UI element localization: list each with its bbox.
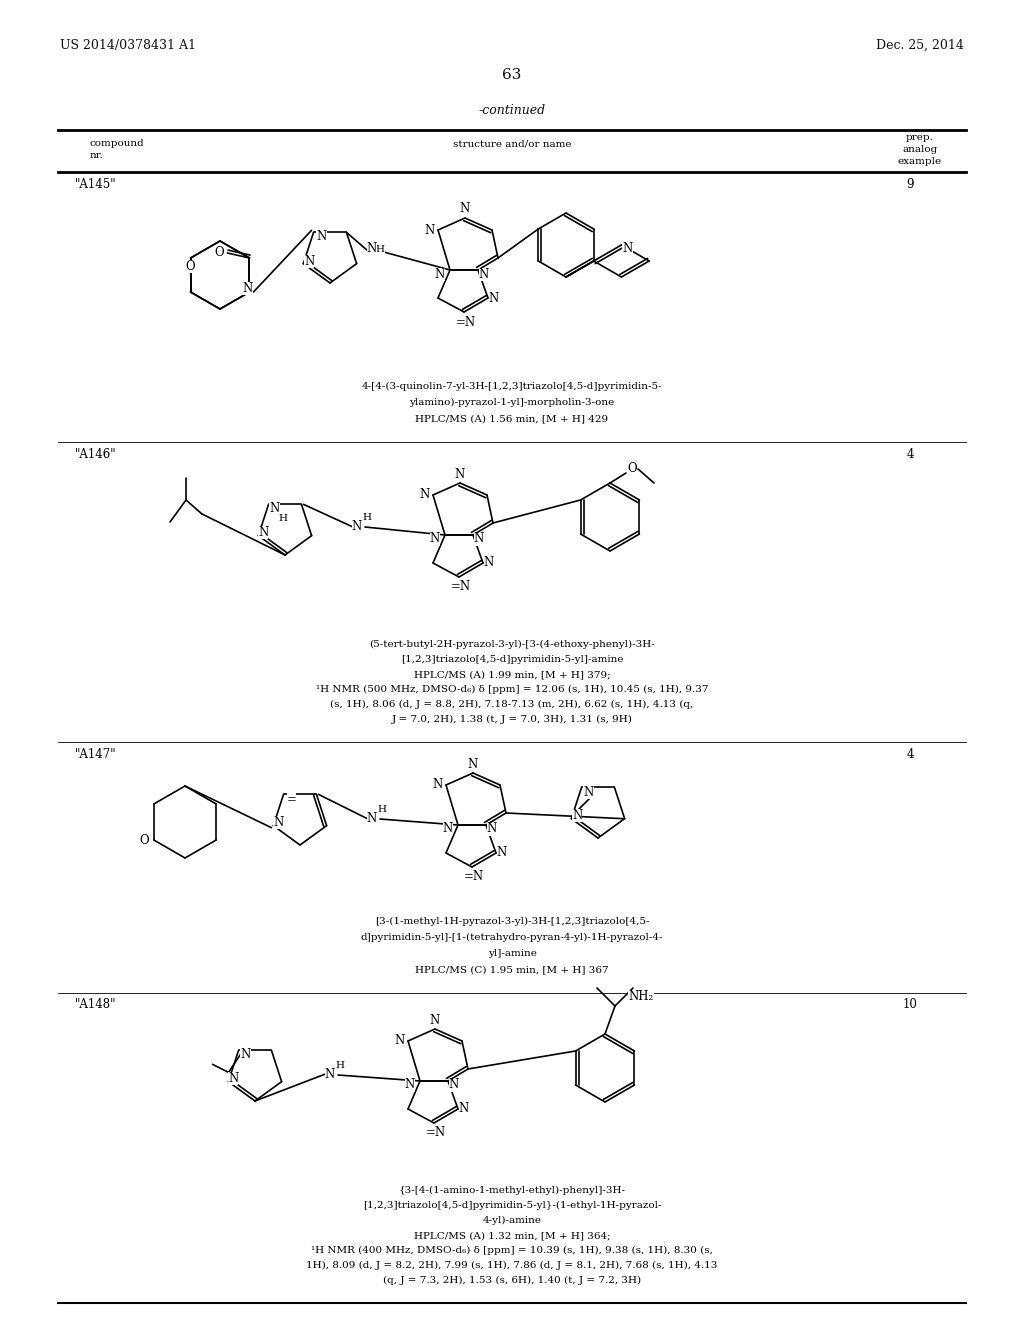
Text: O: O: [185, 260, 196, 272]
Text: 4: 4: [906, 747, 913, 760]
Text: HPLC/MS (A) 1.56 min, [M + H] 429: HPLC/MS (A) 1.56 min, [M + H] 429: [416, 414, 608, 422]
Text: N: N: [486, 822, 497, 836]
Text: =N: =N: [451, 581, 471, 594]
Text: J = 7.0, 2H), 1.38 (t, J = 7.0, 3H), 1.31 (s, 9H): J = 7.0, 2H), 1.38 (t, J = 7.0, 3H), 1.3…: [391, 715, 633, 725]
Text: O: O: [215, 247, 224, 260]
Text: N: N: [455, 467, 465, 480]
Text: N: N: [584, 785, 594, 799]
Text: 9: 9: [906, 177, 913, 190]
Text: O: O: [627, 462, 637, 475]
Text: prep.: prep.: [906, 133, 934, 143]
Text: N: N: [572, 809, 583, 822]
Text: (5-tert-butyl-2H-pyrazol-3-yl)-[3-(4-ethoxy-phenyl)-3H-: (5-tert-butyl-2H-pyrazol-3-yl)-[3-(4-eth…: [369, 640, 655, 649]
Text: US 2014/0378431 A1: US 2014/0378431 A1: [60, 38, 196, 51]
Text: example: example: [898, 157, 942, 166]
Text: NH₂: NH₂: [629, 990, 653, 1002]
Text: H: H: [378, 804, 386, 813]
Text: 1H), 8.09 (d, J = 8.2, 2H), 7.99 (s, 1H), 7.86 (d, J = 8.1, 2H), 7.68 (s, 1H), 4: 1H), 8.09 (d, J = 8.2, 2H), 7.99 (s, 1H)…: [306, 1261, 718, 1270]
Text: 4-[4-(3-quinolin-7-yl-3H-[1,2,3]triazolo[4,5-d]pyrimidin-5-: 4-[4-(3-quinolin-7-yl-3H-[1,2,3]triazolo…: [361, 381, 663, 391]
Text: [1,2,3]triazolo[4,5-d]pyrimidin-5-yl}-(1-ethyl-1H-pyrazol-: [1,2,3]triazolo[4,5-d]pyrimidin-5-yl}-(1…: [362, 1201, 662, 1210]
Text: N: N: [304, 255, 314, 268]
Text: N: N: [474, 532, 484, 545]
Text: -continued: -continued: [478, 103, 546, 116]
Text: N: N: [325, 1068, 335, 1081]
Text: "A145": "A145": [75, 177, 117, 190]
Text: N: N: [430, 1014, 440, 1027]
Text: ylamino)-pyrazol-1-yl]-morpholin-3-one: ylamino)-pyrazol-1-yl]-morpholin-3-one: [410, 399, 614, 407]
Text: =: =: [287, 793, 297, 805]
Text: N: N: [468, 758, 478, 771]
Text: N: N: [442, 822, 454, 836]
Text: N: N: [497, 846, 507, 859]
Text: (q, J = 7.3, 2H), 1.53 (s, 6H), 1.40 (t, J = 7.2, 3H): (q, J = 7.3, 2H), 1.53 (s, 6H), 1.40 (t,…: [383, 1276, 641, 1286]
Text: [1,2,3]triazolo[4,5-d]pyrimidin-5-yl]-amine: [1,2,3]triazolo[4,5-d]pyrimidin-5-yl]-am…: [400, 655, 624, 664]
Text: N: N: [449, 1078, 459, 1092]
Text: N: N: [269, 502, 280, 515]
Text: HPLC/MS (C) 1.95 min, [M + H] 367: HPLC/MS (C) 1.95 min, [M + H] 367: [415, 965, 609, 974]
Text: O: O: [139, 833, 148, 846]
Text: N: N: [273, 816, 284, 829]
Text: N: N: [420, 488, 430, 502]
Text: "A146": "A146": [75, 447, 117, 461]
Text: H: H: [279, 513, 287, 523]
Text: N: N: [435, 268, 445, 281]
Text: N: N: [460, 202, 470, 215]
Text: N: N: [425, 223, 435, 236]
Text: structure and/or name: structure and/or name: [453, 140, 571, 149]
Text: ¹H NMR (400 MHz, DMSO-d₆) δ [ppm] = 10.39 (s, 1H), 9.38 (s, 1H), 8.30 (s,: ¹H NMR (400 MHz, DMSO-d₆) δ [ppm] = 10.3…: [311, 1246, 713, 1255]
Text: [3-(1-methyl-1H-pyrazol-3-yl)-3H-[1,2,3]triazolo[4,5-: [3-(1-methyl-1H-pyrazol-3-yl)-3H-[1,2,3]…: [375, 917, 649, 927]
Text: (s, 1H), 8.06 (d, J = 8.8, 2H), 7.18-7.13 (m, 2H), 6.62 (s, 1H), 4.13 (q,: (s, 1H), 8.06 (d, J = 8.8, 2H), 7.18-7.1…: [331, 700, 693, 709]
Text: {3-[4-(1-amino-1-methyl-ethyl)-phenyl]-3H-: {3-[4-(1-amino-1-methyl-ethyl)-phenyl]-3…: [398, 1185, 626, 1195]
Text: N: N: [488, 292, 499, 305]
Text: 4-yl)-amine: 4-yl)-amine: [482, 1216, 542, 1225]
Text: N: N: [433, 779, 443, 792]
Text: compound: compound: [90, 140, 144, 149]
Text: 63: 63: [503, 69, 521, 82]
Text: HPLC/MS (A) 1.32 min, [M + H] 364;: HPLC/MS (A) 1.32 min, [M + H] 364;: [414, 1232, 610, 1239]
Text: N: N: [243, 281, 253, 294]
Text: N: N: [367, 243, 377, 256]
Text: nr.: nr.: [90, 152, 103, 161]
Text: N: N: [623, 243, 633, 256]
Text: "A148": "A148": [75, 998, 117, 1011]
Text: =N: =N: [426, 1126, 446, 1139]
Text: H: H: [336, 1060, 344, 1069]
Text: Dec. 25, 2014: Dec. 25, 2014: [877, 38, 964, 51]
Text: N: N: [258, 527, 268, 539]
Text: HPLC/MS (A) 1.99 min, [M + H] 379;: HPLC/MS (A) 1.99 min, [M + H] 379;: [414, 671, 610, 678]
Text: N: N: [395, 1035, 406, 1048]
Text: 4: 4: [906, 447, 913, 461]
Text: N: N: [228, 1072, 239, 1085]
Text: "A147": "A147": [75, 747, 117, 760]
Text: analog: analog: [902, 145, 938, 154]
Text: yl]-amine: yl]-amine: [487, 949, 537, 958]
Text: N: N: [484, 557, 495, 569]
Text: 10: 10: [902, 998, 918, 1011]
Text: N: N: [316, 230, 327, 243]
Text: N: N: [241, 1048, 251, 1061]
Text: N: N: [404, 1078, 415, 1092]
Text: =N: =N: [456, 315, 476, 329]
Text: N: N: [367, 813, 377, 825]
Text: N: N: [479, 268, 489, 281]
Text: N: N: [352, 520, 362, 533]
Text: N: N: [459, 1102, 469, 1115]
Text: ¹H NMR (500 MHz, DMSO-d₆) δ [ppm] = 12.06 (s, 1H), 10.45 (s, 1H), 9.37: ¹H NMR (500 MHz, DMSO-d₆) δ [ppm] = 12.0…: [315, 685, 709, 694]
Text: =N: =N: [464, 870, 484, 883]
Text: N: N: [430, 532, 440, 545]
Text: H: H: [376, 244, 384, 253]
Text: d]pyrimidin-5-yl]-[1-(tetrahydro-pyran-4-yl)-1H-pyrazol-4-: d]pyrimidin-5-yl]-[1-(tetrahydro-pyran-4…: [360, 933, 664, 942]
Text: H: H: [362, 512, 372, 521]
